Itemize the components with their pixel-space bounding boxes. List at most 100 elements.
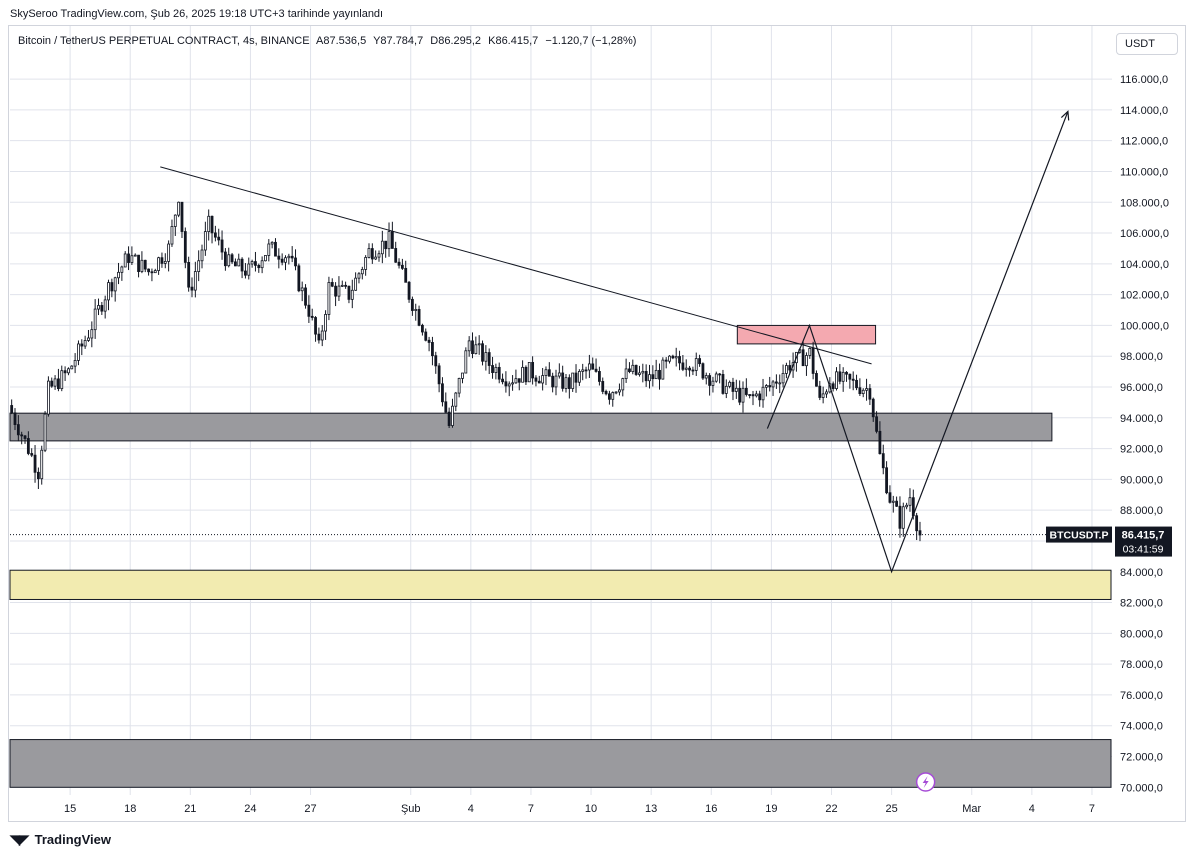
candle-body (681, 362, 685, 370)
x-tick-label: 16 (705, 803, 717, 815)
candle-body (825, 391, 828, 395)
candle-body (664, 359, 668, 362)
candle-body (310, 315, 314, 318)
candle-body (180, 201, 184, 232)
candle-body (718, 373, 722, 376)
y-tick-label: 108.000,0 (1120, 197, 1169, 209)
y-tick-label: 88.000,0 (1120, 505, 1163, 517)
candle-body (421, 324, 424, 333)
candle-body (244, 270, 247, 276)
candle-body (641, 371, 645, 374)
candle-body (878, 430, 882, 455)
x-tick-label: Şub (401, 803, 421, 815)
candle-body (287, 255, 291, 259)
candle-body (284, 257, 287, 263)
candle-body (127, 253, 130, 263)
candle-body (771, 381, 775, 388)
candle-body (397, 261, 401, 266)
candle-body (330, 282, 334, 287)
candle-body (441, 383, 444, 403)
candle-body (557, 372, 561, 377)
candle-body (163, 260, 167, 264)
last-price-value: 86.415,7 (1122, 530, 1165, 542)
y-tick-label: 112.000,0 (1120, 136, 1168, 148)
candle-body (628, 368, 631, 372)
candle-body (220, 239, 224, 253)
candle-body (855, 379, 858, 389)
last-price-marker: BTCUSDT.P 86.415,7 03:41:59 (10, 526, 1172, 792)
candle-body (444, 401, 448, 413)
candle-body (868, 388, 872, 400)
candle-body (107, 282, 110, 301)
candle-body (674, 356, 678, 359)
candle-body (200, 249, 204, 262)
candle-body (110, 282, 114, 292)
candle-body (254, 261, 257, 266)
candle-body (537, 380, 541, 384)
candle-body (474, 344, 478, 355)
candle-body (728, 381, 732, 387)
candle-body (721, 374, 725, 394)
candle-body (611, 392, 615, 400)
candle-body (908, 497, 912, 506)
candle-body (761, 386, 765, 401)
projection-path (766, 111, 1069, 574)
candle-body (574, 372, 578, 383)
candle-body (507, 383, 511, 387)
candle-body (678, 356, 681, 364)
candle-body (160, 257, 164, 264)
candle-body (167, 243, 171, 262)
candle-body (748, 394, 752, 396)
candle-body (774, 381, 778, 384)
candle-body (571, 372, 575, 389)
candle-body (63, 370, 67, 374)
x-tick-label: 7 (1089, 803, 1095, 815)
candle-body (80, 343, 84, 347)
x-tick-label: 7 (528, 803, 534, 815)
candle-body (240, 258, 244, 272)
candle-body (564, 377, 568, 389)
candle-body (517, 378, 521, 383)
candle-body (487, 352, 491, 366)
candle-body (464, 350, 468, 374)
candle-body (871, 398, 875, 418)
ticker-label-box (1046, 526, 1112, 543)
candle-body (684, 367, 688, 370)
candle-body (73, 360, 77, 367)
y-tick-label: 102.000,0 (1120, 290, 1169, 302)
x-tick-label: 24 (244, 803, 256, 815)
candle-body (250, 261, 254, 265)
y-tick-label: 78.000,0 (1120, 659, 1163, 671)
candle-body (838, 371, 842, 382)
candle-body (10, 405, 14, 414)
candle-body (858, 387, 862, 395)
resistance-zone (736, 324, 877, 345)
candle-body (83, 340, 87, 347)
candle-body (841, 371, 845, 382)
tradingview-footer[interactable]: ◥◤ TradingView (10, 832, 111, 848)
candle-body (547, 369, 551, 377)
candle-body (714, 373, 718, 382)
candle-body (60, 370, 64, 390)
candle-body (290, 255, 294, 259)
candle-body (805, 355, 808, 367)
candle-body (340, 284, 344, 287)
candle-body (193, 271, 197, 291)
candle-body (294, 257, 297, 267)
candle-body (400, 264, 404, 269)
candle-body (133, 254, 137, 257)
candle-body (364, 257, 368, 270)
candle-body (888, 492, 892, 503)
y-tick-label: 106.000,0 (1120, 228, 1169, 240)
y-tick-label: 116.000,0 (1120, 74, 1168, 86)
candle-body (905, 504, 909, 508)
candle-body (608, 393, 611, 400)
lightning-bolt-glyph (922, 776, 929, 788)
candle-body (197, 260, 201, 272)
currency-button[interactable]: USDT (1116, 33, 1178, 55)
candle-body (738, 387, 742, 403)
candle-body (203, 231, 207, 251)
candle-body (223, 251, 227, 267)
candle-body (404, 267, 408, 283)
